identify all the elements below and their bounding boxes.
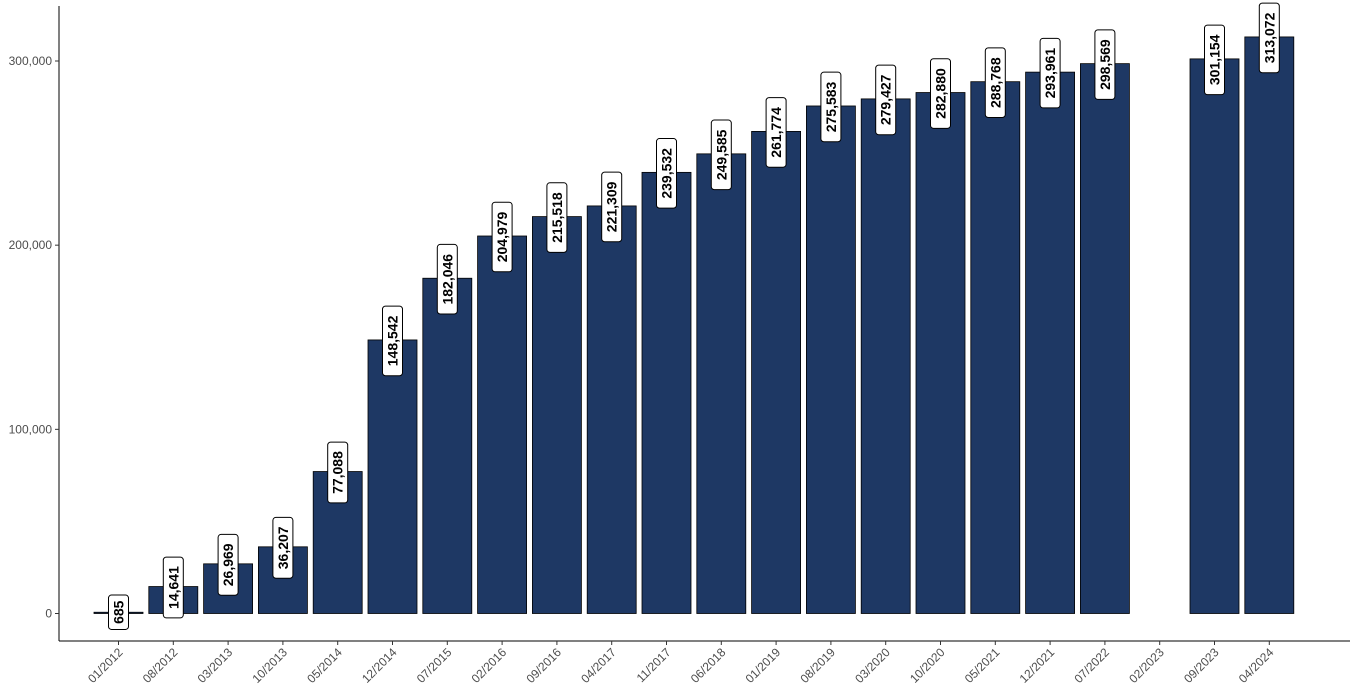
x-tick-label: 03/2013 — [195, 645, 236, 686]
data-label-text: 14,641 — [165, 566, 181, 609]
x-tick-label: 07/2022 — [1071, 645, 1112, 686]
data-label: 288,768 — [985, 48, 1005, 118]
bar — [532, 217, 581, 614]
x-tick-label: 02/2016 — [469, 645, 510, 686]
x-tick-label: 05/2021 — [962, 645, 1003, 686]
x-axis-ticks: 01/2012 08/2012 03/2013 10/2013 05/2014 12/20… — [85, 641, 1277, 686]
x-tick-label: 04/2024 — [1236, 645, 1277, 686]
bar — [861, 99, 910, 614]
data-label: 182,046 — [437, 244, 457, 314]
data-label-text: 215,518 — [549, 192, 565, 243]
data-label-text: 239,532 — [659, 148, 675, 199]
data-label-text: 301,154 — [1207, 34, 1223, 85]
bar — [642, 172, 691, 613]
data-label-text: 282,880 — [933, 68, 949, 119]
data-label-text: 313,072 — [1261, 12, 1277, 63]
data-label: 14,641 — [163, 557, 183, 618]
x-tick-label: 09/2023 — [1181, 645, 1222, 686]
bar — [478, 236, 527, 614]
x-tick-label: 01/2019 — [743, 645, 784, 686]
x-tick-label: 10/2020 — [907, 645, 948, 686]
bar — [971, 82, 1020, 614]
data-label-text: 685 — [111, 600, 127, 624]
bar — [423, 278, 472, 613]
data-label-text: 182,046 — [439, 254, 455, 305]
data-label: 685 — [109, 595, 129, 629]
data-label: 275,583 — [821, 72, 841, 142]
data-label-text: 293,961 — [1042, 48, 1058, 99]
bar — [587, 206, 636, 614]
x-tick-label: 01/2012 — [85, 645, 126, 686]
x-tick-label: 06/2018 — [688, 645, 729, 686]
data-label: 313,072 — [1259, 3, 1279, 73]
bar — [1026, 72, 1075, 613]
data-label: 26,969 — [218, 534, 238, 595]
data-label: 239,532 — [657, 139, 677, 209]
y-tick-label: 100,000 — [9, 422, 53, 436]
bar — [697, 154, 746, 614]
data-label: 279,427 — [876, 65, 896, 135]
bar — [916, 93, 965, 614]
x-tick-label: 05/2014 — [304, 645, 345, 686]
data-label-text: 36,207 — [275, 526, 291, 569]
data-label-text: 204,979 — [494, 211, 510, 262]
data-label: 261,774 — [766, 98, 786, 168]
data-label: 282,880 — [931, 59, 951, 129]
data-label-text: 275,583 — [823, 81, 839, 132]
data-label: 215,518 — [547, 183, 567, 253]
y-tick-label: 300,000 — [9, 54, 53, 68]
bar — [1245, 37, 1294, 614]
data-label: 293,961 — [1040, 38, 1060, 108]
data-label: 221,309 — [602, 172, 622, 242]
data-label: 249,585 — [711, 120, 731, 190]
data-label-text: 26,969 — [220, 543, 236, 586]
data-label-text: 221,309 — [604, 181, 620, 232]
x-tick-label: 11/2017 — [634, 645, 674, 685]
y-tick-label: 200,000 — [9, 238, 53, 252]
y-axis-ticks: 0 100,000 200,000 300,000 — [9, 54, 59, 621]
y-tick-label: 0 — [45, 607, 52, 621]
data-label: 301,154 — [1205, 25, 1225, 95]
x-tick-label: 12/2021 — [1017, 645, 1058, 686]
data-label: 77,088 — [328, 442, 348, 503]
data-label-text: 261,774 — [768, 107, 784, 158]
data-label: 36,207 — [273, 517, 293, 578]
x-tick-label: 09/2016 — [523, 645, 564, 686]
x-tick-label: 08/2019 — [797, 645, 838, 686]
x-tick-label: 08/2012 — [140, 645, 181, 686]
x-tick-label: 07/2015 — [414, 645, 455, 686]
x-tick-label: 03/2020 — [852, 645, 893, 686]
data-label-text: 249,585 — [713, 129, 729, 180]
x-tick-label: 10/2013 — [249, 645, 290, 686]
bar — [1080, 64, 1129, 614]
data-label-text: 298,569 — [1097, 39, 1113, 90]
bar — [806, 106, 855, 614]
x-tick-label: 04/2017 — [578, 645, 619, 686]
data-label: 148,542 — [383, 306, 403, 376]
bar — [368, 340, 417, 614]
data-label: 204,979 — [492, 202, 512, 272]
x-tick-label: 12/2014 — [359, 645, 400, 686]
bar — [1190, 59, 1239, 614]
data-label-text: 148,542 — [385, 315, 401, 366]
x-tick-label: 02/2023 — [1126, 645, 1167, 686]
bar — [752, 131, 801, 613]
data-label-text: 77,088 — [330, 451, 346, 494]
data-label-text: 288,768 — [987, 57, 1003, 108]
data-label-text: 279,427 — [878, 74, 894, 125]
data-label: 298,569 — [1095, 30, 1115, 100]
